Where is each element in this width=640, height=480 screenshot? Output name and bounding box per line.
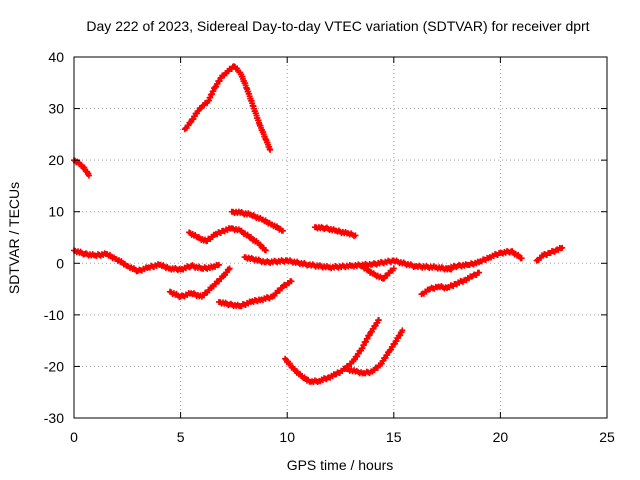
data-point (85, 172, 92, 179)
x-tick-label: 15 (386, 429, 402, 445)
data-point (375, 317, 382, 324)
series-arc-14 (444, 248, 525, 272)
grid (74, 57, 607, 418)
series-arc-11 (282, 317, 382, 386)
data-point (262, 247, 269, 254)
y-tick-label: -10 (44, 307, 64, 323)
y-tick-label: 20 (48, 152, 64, 168)
data-point (215, 261, 222, 268)
axis-ticks: 0 5 10 15 20 25 -30 -20 -10 0 10 20 30 40 (44, 49, 615, 445)
data-point (476, 269, 483, 276)
data-point (279, 227, 286, 234)
x-axis-label: GPS time / hours (287, 457, 394, 473)
x-tick-label: 0 (70, 429, 78, 445)
y-axis-label: SDTVAR / TECUs (6, 182, 22, 294)
data-point (352, 232, 359, 239)
x-tick-label: 10 (279, 429, 295, 445)
plot-frame (73, 56, 608, 419)
series-arc-9 (311, 223, 359, 240)
series-arc-1 (71, 157, 92, 179)
y-tick-label: 0 (56, 255, 64, 271)
data-point (225, 266, 232, 273)
data-point (288, 278, 295, 285)
data-point (282, 355, 289, 362)
series-arc-4 (186, 225, 269, 254)
plot-border (73, 56, 608, 419)
series-arc-5 (228, 208, 286, 234)
series-arc-3 (71, 247, 222, 275)
data-point (187, 119, 194, 126)
x-tick-label: 5 (177, 429, 185, 445)
series-arc-12 (343, 327, 406, 377)
data-point (518, 255, 525, 262)
series-arc-15 (533, 244, 566, 264)
series-arc-13 (418, 269, 483, 298)
data-point (390, 265, 397, 272)
y-tick-label: -20 (44, 358, 64, 374)
series-arc-10 (358, 262, 397, 282)
y-tick-label: 10 (48, 204, 64, 220)
data-point (399, 327, 406, 334)
chart-title: Day 222 of 2023, Sidereal Day-to-day VTE… (86, 18, 589, 34)
data-point (226, 265, 233, 272)
x-tick-label: 20 (493, 429, 509, 445)
data-points (71, 63, 566, 386)
y-tick-label: 30 (48, 101, 64, 117)
series-arc-6 (166, 265, 233, 301)
x-tick-label: 25 (599, 429, 615, 445)
series-arc-7 (215, 278, 295, 310)
data-point (559, 244, 566, 251)
series-arc-2 (181, 63, 274, 153)
data-point (267, 146, 274, 153)
y-tick-label: -30 (44, 410, 64, 426)
y-tick-label: 40 (48, 49, 64, 65)
